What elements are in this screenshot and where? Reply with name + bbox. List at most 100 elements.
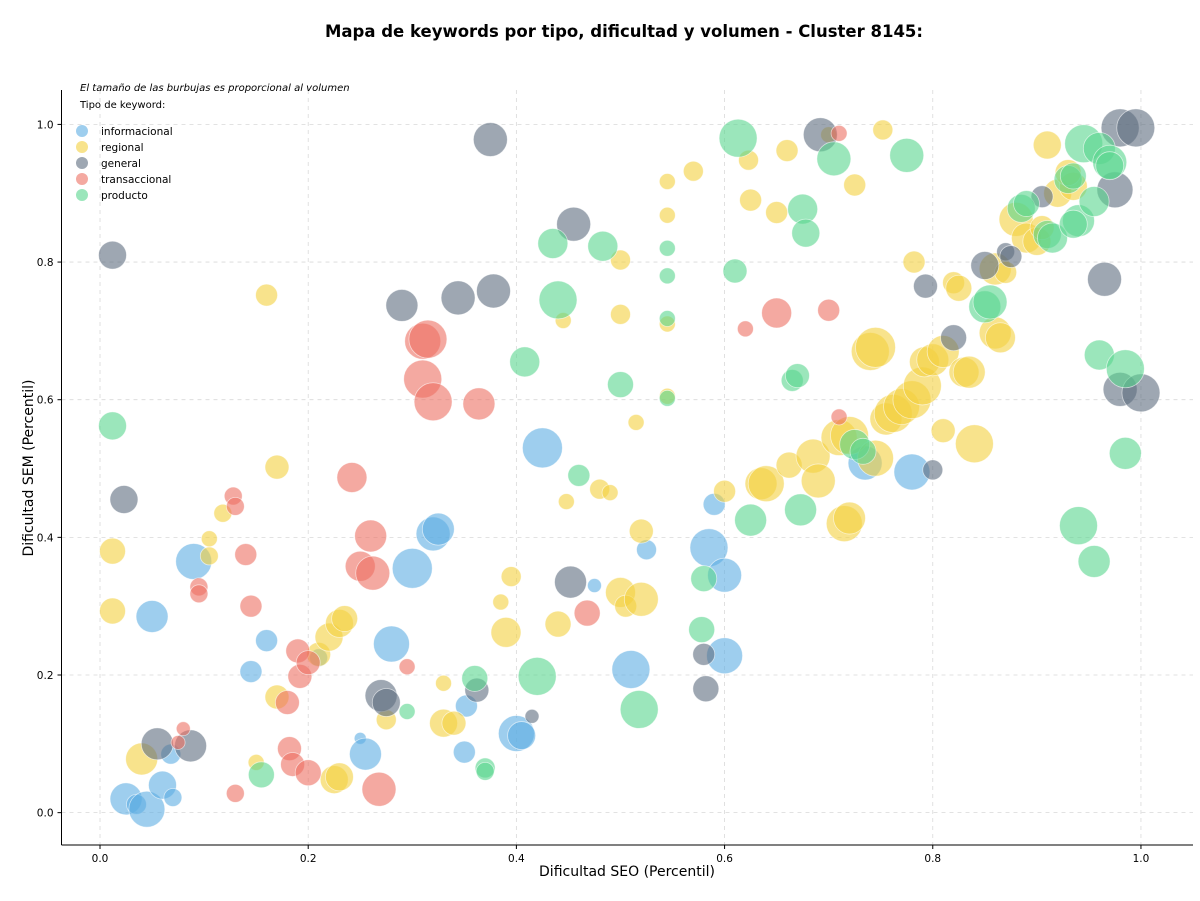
y-tick-label: 0.0 bbox=[37, 808, 54, 820]
bubble-informacional bbox=[452, 740, 476, 764]
bubble-producto bbox=[734, 503, 768, 537]
y-tick-label: 0.2 bbox=[37, 670, 54, 682]
bubble-transaccional bbox=[354, 519, 388, 553]
bubble-producto bbox=[1078, 186, 1110, 217]
bubble-transaccional bbox=[225, 496, 245, 516]
bubble-transaccional bbox=[189, 584, 209, 604]
bubble-regional bbox=[435, 674, 452, 692]
bubble-producto bbox=[1095, 151, 1125, 181]
bubble-informacional bbox=[391, 547, 433, 589]
bubble-regional bbox=[610, 303, 631, 325]
bubble-regional bbox=[557, 493, 575, 510]
bubble-producto bbox=[784, 493, 817, 527]
legend-label-producto: producto bbox=[101, 190, 148, 202]
y-tick-label: 0.6 bbox=[37, 395, 54, 407]
bubble-general bbox=[98, 240, 127, 270]
x-tick-label: 0.6 bbox=[716, 853, 733, 865]
series-informacional bbox=[109, 427, 931, 828]
bubble-regional bbox=[264, 454, 290, 480]
chart-title: Mapa de keywords por tipo, dificultad y … bbox=[325, 22, 923, 41]
bubble-regional bbox=[628, 518, 654, 544]
x-axis-label: Dificultad SEO (Percentil) bbox=[539, 864, 715, 880]
bubble-producto bbox=[98, 411, 127, 441]
bubble-regional bbox=[775, 139, 799, 162]
bubble-regional bbox=[985, 322, 1016, 354]
bubble-producto bbox=[398, 703, 416, 720]
bubble-regional bbox=[855, 327, 896, 368]
bubble-general bbox=[692, 642, 716, 666]
bubble-producto bbox=[718, 118, 758, 158]
bubble-producto bbox=[849, 437, 877, 465]
legend-marker-producto bbox=[76, 189, 88, 201]
legend-label-informacional: informacional bbox=[101, 126, 173, 138]
bubble-transaccional bbox=[573, 599, 601, 627]
legend-marker-regional bbox=[76, 141, 88, 153]
bubble-regional bbox=[544, 610, 572, 638]
bubble-transaccional bbox=[225, 783, 245, 803]
bubble-transaccional bbox=[355, 555, 391, 591]
bubble-general bbox=[970, 251, 1000, 280]
bubble-producto bbox=[658, 310, 676, 327]
bubble-producto bbox=[247, 761, 275, 789]
bubble-producto bbox=[791, 218, 821, 248]
bubble-informacional bbox=[239, 660, 263, 683]
bubble-general bbox=[692, 675, 720, 703]
bubble-regional bbox=[99, 597, 126, 625]
bubble-producto bbox=[517, 656, 557, 696]
y-axis-label: Dificultad SEM (Percentil) bbox=[21, 380, 37, 557]
bubble-transaccional bbox=[408, 319, 448, 359]
series-regional bbox=[99, 119, 1088, 795]
bubble-producto bbox=[1077, 545, 1111, 578]
bubble-regional bbox=[490, 616, 522, 648]
x-tick-label: 0.2 bbox=[300, 853, 317, 865]
bubble-producto bbox=[1059, 162, 1087, 190]
bubble-transaccional bbox=[462, 387, 496, 421]
bubble-producto bbox=[816, 141, 852, 177]
bubble-regional bbox=[952, 355, 986, 389]
bubble-informacional bbox=[163, 788, 183, 807]
bubble-transaccional bbox=[170, 735, 186, 750]
bubble-producto bbox=[567, 464, 591, 487]
bubble-regional bbox=[739, 188, 763, 212]
bubble-producto bbox=[587, 230, 619, 262]
bubble-general bbox=[472, 122, 508, 157]
bubble-producto bbox=[688, 616, 716, 643]
bubble-general bbox=[554, 565, 587, 599]
bubble-size-note: El tamaño de las burbujas es proporciona… bbox=[80, 83, 350, 94]
bubble-regional bbox=[623, 581, 659, 617]
y-ticks: 0.0 0.2 0.4 0.6 0.8 1.0 bbox=[37, 119, 62, 820]
bubble-general bbox=[476, 273, 511, 309]
bubble-regional bbox=[955, 424, 994, 464]
bubble-informacional bbox=[507, 721, 536, 750]
bubble-producto bbox=[722, 258, 748, 284]
bubble-producto bbox=[1059, 506, 1098, 546]
bubble-transaccional bbox=[817, 298, 841, 322]
legend-label-regional: regional bbox=[101, 142, 144, 154]
bubble-producto bbox=[658, 267, 676, 285]
bubble-general bbox=[385, 289, 419, 322]
bubble-regional bbox=[843, 173, 867, 197]
bubble-transaccional bbox=[175, 721, 191, 737]
bubble-informacional bbox=[128, 790, 166, 828]
bubble-transaccional bbox=[830, 124, 848, 142]
x-ticks: 0.0 0.2 0.4 0.6 0.8 1.0 bbox=[92, 845, 1150, 865]
bubble-regional bbox=[99, 537, 126, 565]
bubble-producto bbox=[785, 363, 810, 389]
bubble-general bbox=[913, 273, 938, 299]
axes bbox=[61, 90, 1193, 846]
bubble-informacional bbox=[611, 650, 651, 689]
legend-marker-informacional bbox=[76, 125, 88, 137]
bubble-producto bbox=[509, 346, 541, 378]
y-tick-label: 0.4 bbox=[37, 532, 54, 544]
bubble-regional bbox=[441, 710, 467, 736]
legend-label-transaccional: transaccional bbox=[101, 174, 171, 186]
bubble-regional bbox=[765, 201, 789, 224]
bubble-regional bbox=[713, 479, 736, 503]
bubble-producto bbox=[658, 389, 676, 407]
series-producto bbox=[98, 118, 1145, 789]
x-tick-label: 1.0 bbox=[1133, 853, 1150, 865]
bubble-transaccional bbox=[398, 658, 416, 676]
bubble-regional bbox=[601, 484, 619, 502]
y-tick-label: 1.0 bbox=[37, 119, 54, 131]
bubble-regional bbox=[325, 762, 354, 792]
